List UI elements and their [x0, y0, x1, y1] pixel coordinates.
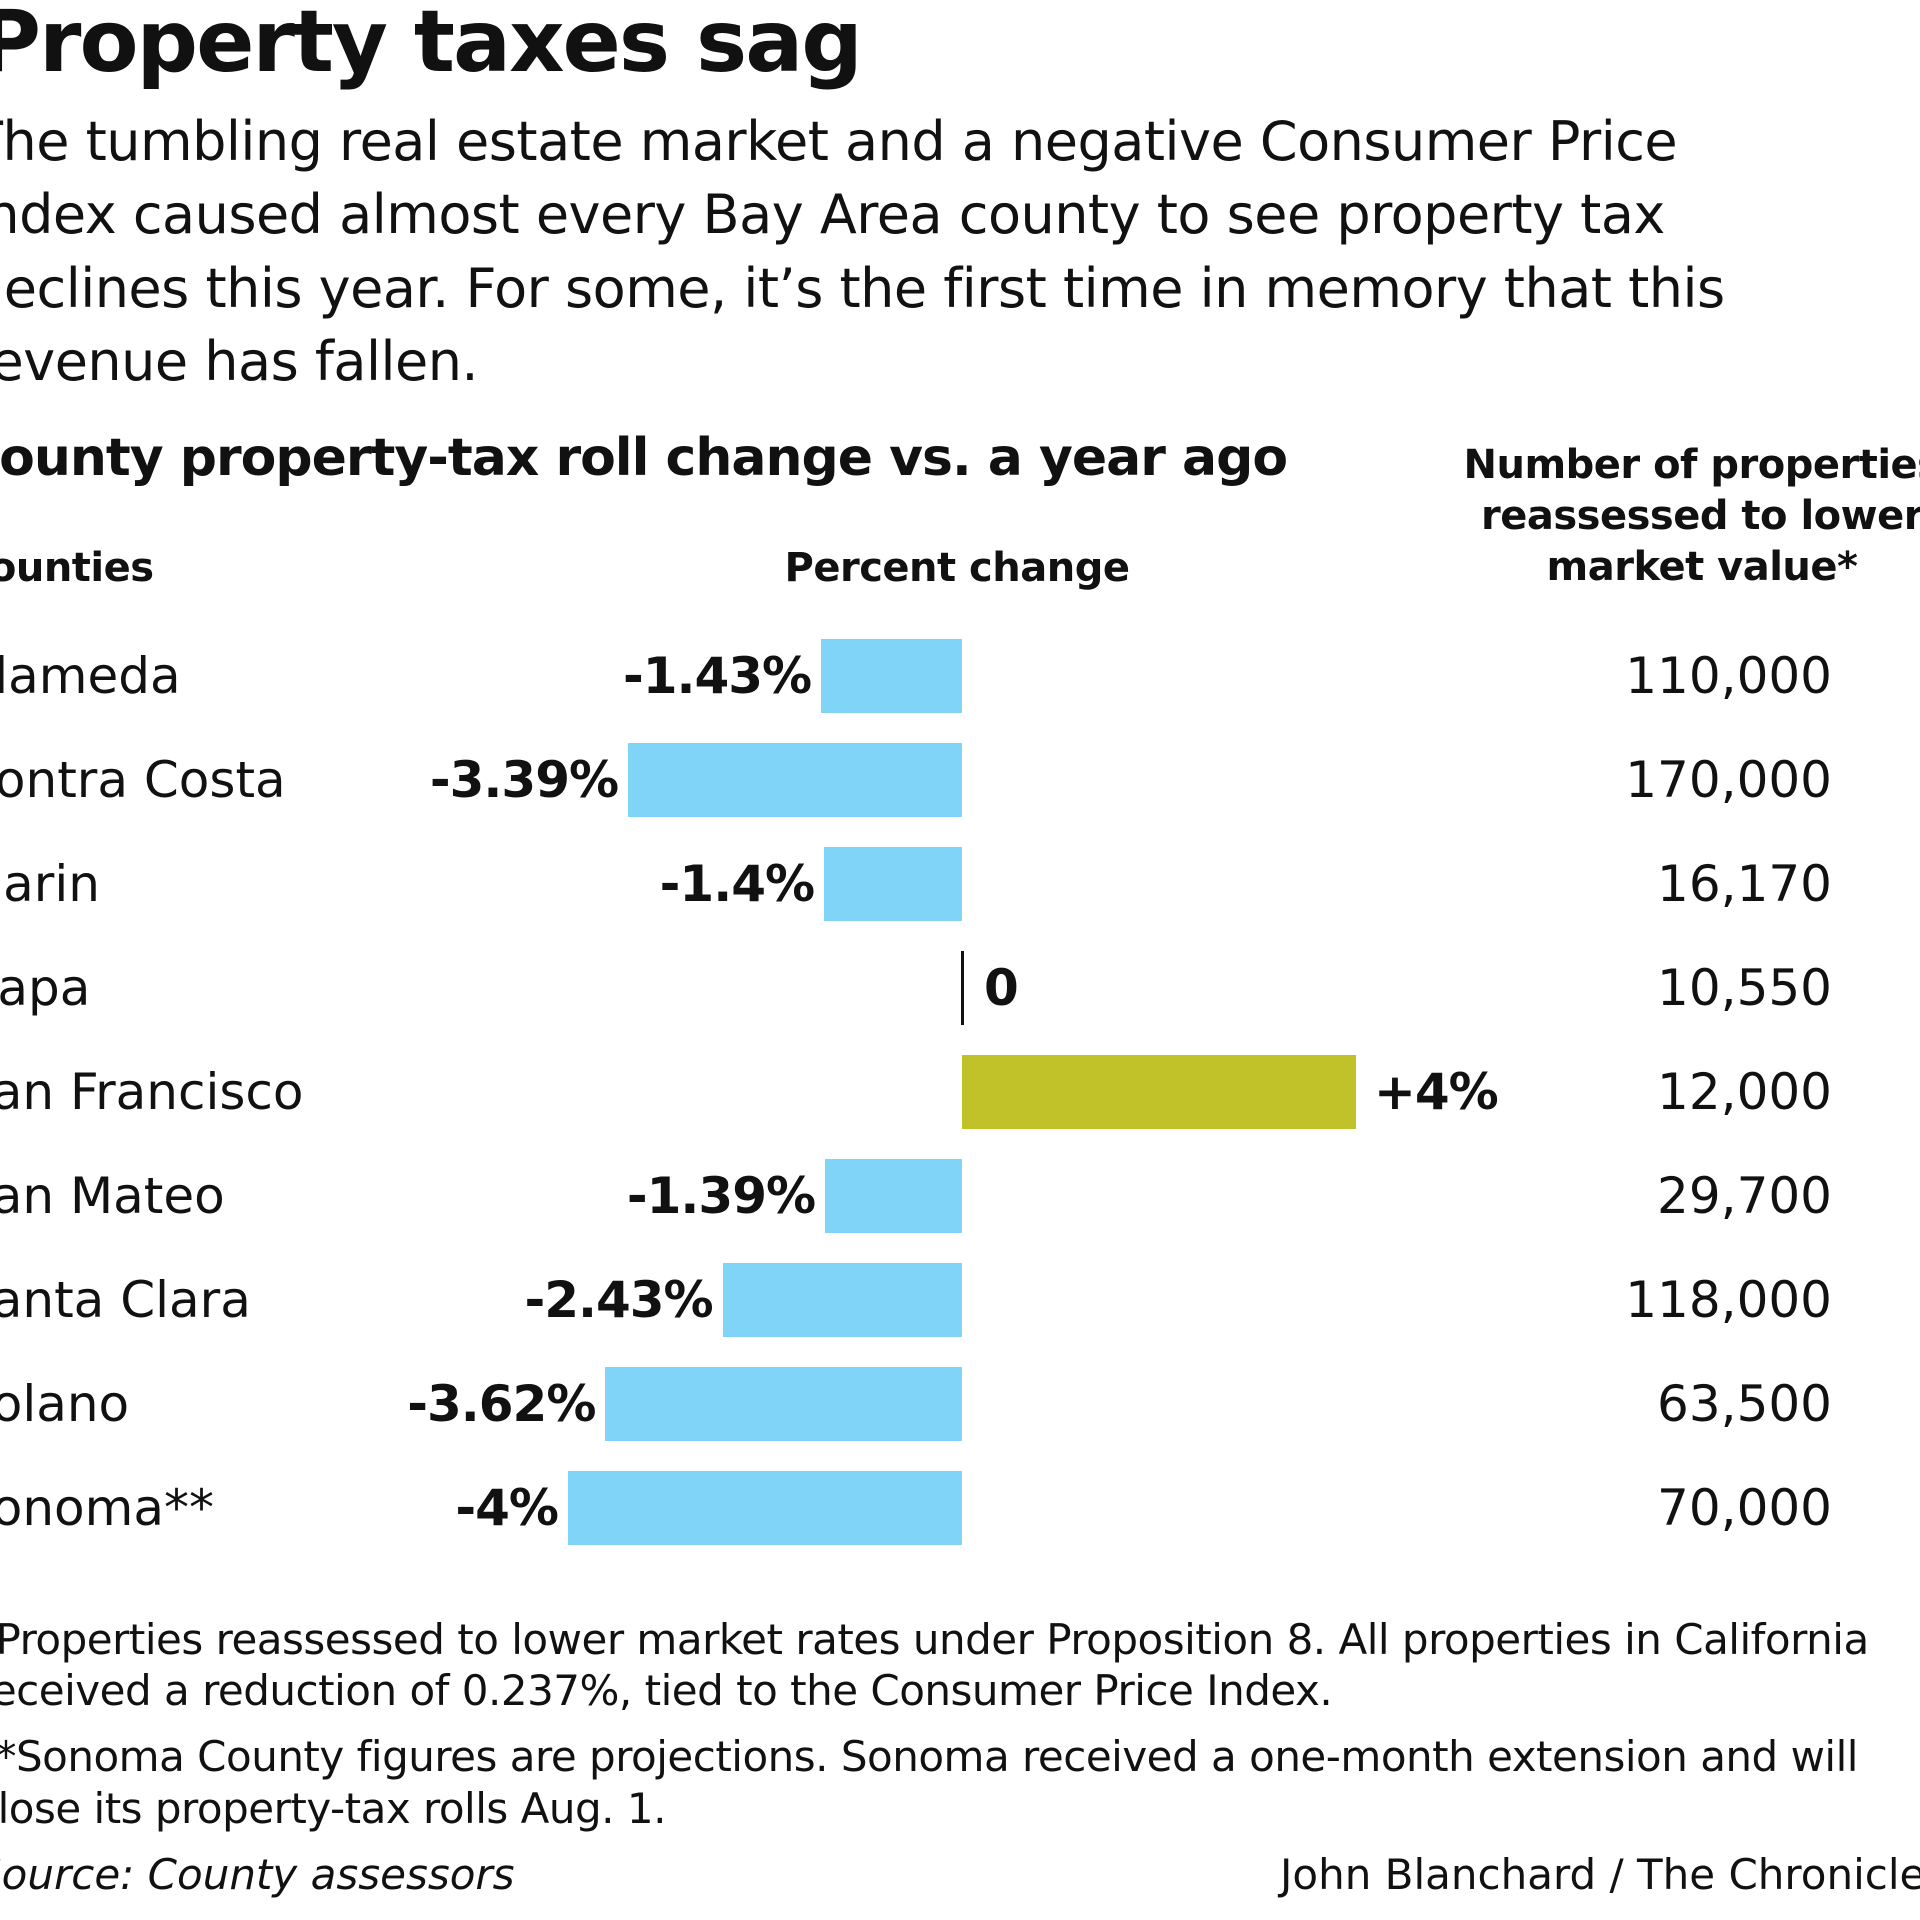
- county-label: Sonoma**: [0, 1479, 214, 1537]
- footnote-line: **Sonoma County figures are projections.…: [0, 1732, 1858, 1781]
- footnote-line: received a reduction of 0.237%, tied to …: [0, 1666, 1333, 1715]
- zero-bar: [961, 951, 964, 1025]
- intro-line: Index caused almost every Bay Area count…: [0, 183, 1665, 246]
- intro-line: declines this year. For some, it’s the f…: [0, 257, 1725, 320]
- county-label: San Francisco: [0, 1063, 304, 1121]
- bar: [821, 639, 962, 713]
- percent-change-header: Percent change: [784, 545, 1130, 591]
- properties-count: 70,000: [1657, 1479, 1832, 1537]
- properties-count: 118,000: [1625, 1271, 1832, 1329]
- county-label: Contra Costa: [0, 751, 286, 809]
- properties-header-line: Number of properties: [1463, 442, 1920, 488]
- intro-line: revenue has fallen.: [0, 330, 479, 393]
- value-label: -4%: [455, 1479, 559, 1537]
- bar: [722, 1263, 962, 1337]
- county-label: Napa: [0, 959, 91, 1017]
- value-label: +4%: [1374, 1063, 1499, 1121]
- properties-count: 10,550: [1657, 959, 1832, 1017]
- properties-count: 12,000: [1657, 1063, 1832, 1121]
- county-label: San Mateo: [0, 1167, 225, 1225]
- value-label: -1.43%: [622, 647, 812, 705]
- bar: [628, 743, 962, 817]
- footnote-line: close its property-tax rolls Aug. 1.: [0, 1784, 666, 1833]
- value-label: -2.43%: [524, 1271, 713, 1329]
- value-label: -3.39%: [429, 751, 619, 809]
- value-label: -1.4%: [659, 855, 815, 913]
- bar: [824, 847, 962, 921]
- properties-count: 170,000: [1625, 751, 1832, 809]
- section-title: County property-tax roll change vs. a ye…: [0, 428, 1288, 488]
- intro-line: The tumbling real estate market and a ne…: [0, 110, 1678, 173]
- value-label: 0: [984, 959, 1019, 1017]
- county-label: Solano: [0, 1375, 130, 1433]
- bar: [962, 1055, 1356, 1129]
- value-label: -3.62%: [407, 1375, 596, 1433]
- properties-count: 63,500: [1657, 1375, 1832, 1433]
- counties-header: Counties: [0, 545, 154, 591]
- county-label: Santa Clara: [0, 1271, 251, 1329]
- properties-count: 29,700: [1657, 1167, 1832, 1225]
- bar: [568, 1471, 962, 1545]
- chart-title: Property taxes sag: [0, 0, 863, 92]
- properties-header-line: reassessed to lower: [1481, 493, 1920, 539]
- properties-count: 110,000: [1625, 647, 1832, 705]
- source-note: Source: County assessors: [0, 1850, 515, 1899]
- value-label: -1.39%: [626, 1167, 816, 1225]
- footnote-line: *Properties reassessed to lower market r…: [0, 1615, 1869, 1664]
- properties-header: Number of properties reassessed to lower…: [1464, 440, 1920, 593]
- credit: John Blanchard / The Chronicle: [1280, 1850, 1920, 1899]
- bar: [605, 1367, 962, 1441]
- county-label: Alameda: [0, 647, 181, 705]
- county-label: Marin: [0, 855, 100, 913]
- bar: [825, 1159, 962, 1233]
- properties-count: 16,170: [1657, 855, 1832, 913]
- properties-header-line: market value*: [1546, 544, 1858, 590]
